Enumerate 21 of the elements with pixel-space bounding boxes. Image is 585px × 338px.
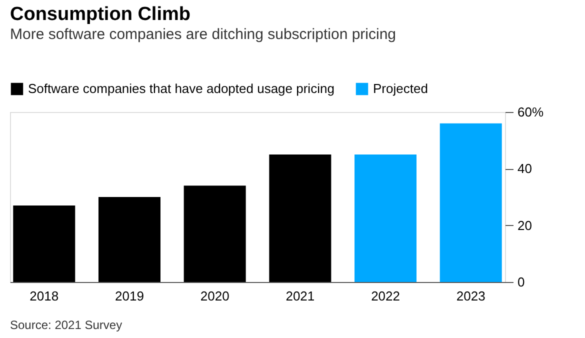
bar [184,186,246,282]
bar [13,206,76,282]
x-tick-label: 2021 [286,288,315,304]
legend-label: Software companies that have adopted usage pricing [28,81,334,96]
chart-title: Consumption Climb [10,4,190,25]
x-tick-label: 2019 [115,288,144,304]
legend-label: Projected [373,81,428,96]
y-tick-label: 60% [518,104,544,120]
bar [440,123,502,282]
x-tick-label: 2022 [371,288,400,304]
bar [269,154,332,282]
y-tick-label: 20 [518,218,532,233]
x-tick-label: 2020 [200,288,230,304]
x-tick-label: 2023 [456,288,486,304]
source-note: Source: 2021 Survey [10,318,122,332]
x-tick-label: 2018 [30,288,59,304]
y-tick-label: 40 [518,161,532,176]
y-tick-label: 0 [518,274,525,290]
chart-subtitle: More software companies are ditching subscription pricing [10,26,396,43]
bar [354,154,417,282]
bar [98,197,160,282]
